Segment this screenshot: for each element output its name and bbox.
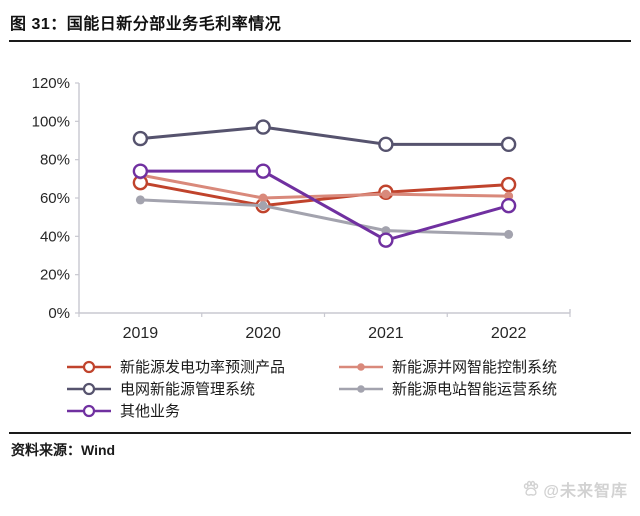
title-divider <box>9 40 631 42</box>
series-line-1 <box>140 173 509 200</box>
y-tick-label: 80% <box>40 152 70 169</box>
data-point <box>135 195 145 205</box>
data-point <box>500 136 517 153</box>
x-tick-label: 2019 <box>123 325 159 342</box>
line-chart-area: 0% 20% 40% 60% 80% 100% 120% 2019 2020 2021 2022 <box>0 60 640 350</box>
x-tick-label: 2022 <box>491 325 527 342</box>
y-tick-label: 120% <box>32 75 70 92</box>
figure-title: 图 31：国能日新分部业务毛利率情况 <box>10 16 282 33</box>
data-point <box>378 232 394 248</box>
open-circle-marker-icon <box>67 404 111 417</box>
legend-label: 新能源发电功率预测产品 <box>120 359 286 376</box>
legend-label: 新能源电站智能运营系统 <box>392 381 558 398</box>
x-tick-label: 2020 <box>245 325 281 342</box>
data-point <box>255 163 271 179</box>
chart-legend: 新能源发电功率预测产品 新能源并网智能控制系统电网新能源管理系统 新能源电站智能运营… <box>66 356 606 421</box>
paw-icon <box>524 480 539 496</box>
legend-label: 其他业务 <box>120 403 181 420</box>
data-point <box>378 136 394 153</box>
data-point <box>381 189 391 199</box>
y-tick-label: 0% <box>48 305 70 322</box>
data-point <box>258 201 268 211</box>
filled-dot-marker-icon <box>339 362 383 371</box>
line-chart: 0% 20% 40% 60% 80% 100% 120% 2019 2020 2021 2022 <box>32 75 571 342</box>
legend-item-0: 新能源发电功率预测产品 <box>66 356 338 377</box>
filled-dot-marker-icon <box>339 384 383 393</box>
series-line-4 <box>140 169 510 242</box>
y-tick-label: 40% <box>40 228 70 245</box>
data-point <box>500 176 517 193</box>
series-line-3 <box>140 198 509 236</box>
x-tick-label: 2021 <box>368 325 404 342</box>
open-circle-marker-icon <box>67 382 111 395</box>
data-point <box>255 119 271 135</box>
data-point <box>258 193 268 203</box>
data-point <box>132 130 149 147</box>
legend-item-2: 电网新能源管理系统 <box>66 378 338 399</box>
data-source: 资料来源：Wind <box>11 442 116 458</box>
footer-divider <box>9 432 631 434</box>
series-line-2 <box>140 125 509 146</box>
watermark: @未来智库 <box>522 477 628 501</box>
data-point <box>132 163 149 179</box>
data-point <box>504 229 514 239</box>
legend-label: 电网新能源管理系统 <box>120 381 256 398</box>
open-circle-marker-icon <box>67 360 111 373</box>
data-point <box>500 197 517 214</box>
legend-item-4: 其他业务 <box>66 400 338 421</box>
legend-item-1: 新能源并网智能控制系统 <box>338 356 606 377</box>
series-line-0 <box>140 181 509 208</box>
legend-item-3: 新能源电站智能运营系统 <box>338 378 606 399</box>
y-tick-label: 20% <box>40 267 70 284</box>
y-tick-label: 100% <box>32 113 70 130</box>
legend-label: 新能源并网智能控制系统 <box>392 359 558 376</box>
watermark-text: @未来智库 <box>543 483 628 500</box>
y-tick-label: 60% <box>40 190 70 207</box>
